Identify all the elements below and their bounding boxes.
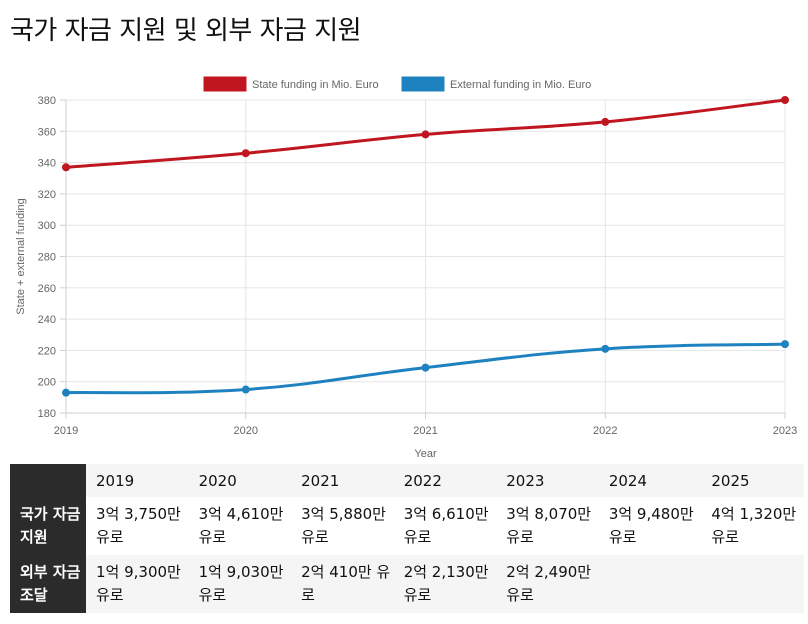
data-point: [241, 149, 250, 158]
y-tick-label: 220: [38, 345, 56, 357]
data-point: [781, 96, 789, 104]
year-header: 2023: [506, 471, 545, 490]
table-cell: [599, 555, 702, 613]
page-title: 국가 자금 지원 및 외부 자금 지원: [10, 16, 362, 46]
table-corner-cell: [10, 464, 86, 497]
table-row-state: 국가 자금 지원 3억 3,750만 유로 3억 4,610만 유로 3억 5,…: [10, 497, 804, 555]
table-cell: 4억 1,320만 유로: [711, 505, 797, 546]
x-tick-label: 2023: [773, 425, 797, 437]
table-cell: 3억 3,750만 유로: [96, 505, 181, 546]
year-header: 2022: [403, 471, 442, 490]
x-tick-label: 2020: [234, 425, 258, 437]
y-tick-label: 300: [38, 220, 56, 232]
y-tick-label: 340: [38, 158, 56, 170]
data-point: [601, 117, 610, 126]
data-point: [421, 363, 430, 372]
table-header-row: 2019 2020 2021 2022 2023 2024 2025: [10, 464, 804, 497]
x-axis-title: Year: [414, 448, 437, 460]
table-cell: 3억 6,610만 유로: [403, 505, 489, 546]
table-cell: 3억 4,610만 유로: [198, 505, 284, 546]
y-axis-title: State + external funding: [15, 198, 27, 315]
data-point: [601, 344, 610, 353]
y-tick-label: 280: [38, 252, 56, 264]
y-tick-label: 260: [38, 283, 56, 295]
x-tick-label: 2021: [413, 425, 437, 437]
row-label-external: 외부 자금 조달: [10, 555, 86, 613]
y-tick-label: 360: [38, 126, 56, 138]
table-cell: 1억 9,300만 유로: [96, 563, 181, 604]
data-point: [421, 130, 430, 139]
y-tick-label: 200: [38, 377, 56, 389]
legend-label: External funding in Mio. Euro: [450, 79, 591, 91]
year-header: 2024: [608, 471, 647, 490]
row-label-state: 국가 자금 지원: [10, 497, 86, 555]
table-cell: 1억 9,030만 유로: [198, 563, 284, 604]
y-tick-label: 320: [38, 189, 56, 201]
data-point: [62, 388, 70, 397]
year-header: 2025: [711, 471, 750, 490]
y-tick-label: 240: [38, 314, 56, 326]
legend-label: State funding in Mio. Euro: [252, 79, 379, 91]
legend-swatch: [401, 76, 445, 92]
data-point: [241, 385, 250, 394]
table-cell: 3억 5,880만 유로: [301, 505, 386, 546]
funding-table: 2019 2020 2021 2022 2023 2024 2025 국가 자금…: [10, 464, 804, 613]
line-chart: 180 200 220 240 260 280 300 320 340 360 380 2019 202…: [15, 76, 797, 460]
year-header: 2019: [96, 471, 135, 490]
year-header: 2020: [198, 471, 237, 490]
table-cell: 2억 2,490만 유로: [506, 563, 592, 604]
y-tick-label: 180: [38, 408, 56, 420]
y-tick-label: 380: [38, 95, 56, 107]
data-point: [62, 163, 70, 172]
year-header: 2021: [301, 471, 340, 490]
legend-swatch: [203, 76, 247, 92]
table-row-external: 외부 자금 조달 1억 9,300만 유로 1억 9,030만 유로 2억 41…: [10, 555, 804, 613]
table-cell: 2억 410만 유로: [301, 563, 391, 604]
table-cell: 3억 9,480만 유로: [608, 505, 694, 546]
table-cell: 3억 8,070만 유로: [506, 505, 592, 546]
table-cell: [701, 555, 804, 613]
table-cell: 2억 2,130만 유로: [403, 563, 489, 604]
x-tick-label: 2019: [54, 425, 78, 437]
data-point: [781, 340, 789, 349]
x-tick-label: 2022: [593, 425, 617, 437]
